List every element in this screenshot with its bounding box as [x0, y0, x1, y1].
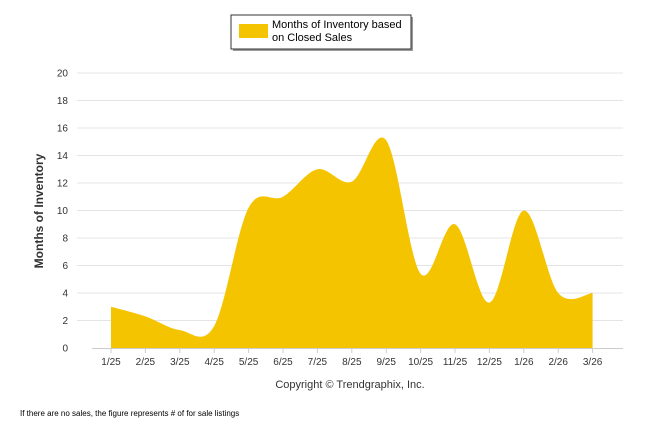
x-tick-label-4-25: 4/25 [204, 357, 224, 368]
y-tick-label-18: 18 [57, 96, 69, 107]
copyright-text: Copyright © Trendgraphix, Inc. [275, 379, 424, 391]
y-tick-label-6: 6 [62, 261, 68, 272]
x-tick-label-3-25: 3/25 [170, 357, 190, 368]
x-tick-label-1-26: 1/26 [514, 357, 534, 368]
legend: Months of Inventory based on Closed Sale… [230, 14, 413, 51]
x-tick-label-10-25: 10/25 [408, 357, 433, 368]
legend-text-line2: on Closed Sales [272, 32, 353, 44]
x-tick-label-3-26: 3/26 [583, 357, 603, 368]
x-tick-label-5-25: 5/25 [239, 357, 259, 368]
plot-area [111, 137, 593, 348]
y-tick-label-8: 8 [62, 234, 68, 245]
y-tick-label-16: 16 [57, 124, 69, 135]
x-tick-label-6-25: 6/25 [273, 357, 293, 368]
x-tick-label-2-25: 2/25 [136, 357, 156, 368]
x-tick-label-9-25: 9/25 [376, 357, 396, 368]
legend-text-line1: Months of Inventory based [272, 19, 402, 31]
x-tick-label-12-25: 12/25 [477, 357, 502, 368]
area-series [111, 137, 593, 348]
x-tick-label-1-25: 1/25 [101, 357, 121, 368]
legend-swatch [239, 24, 268, 38]
axes: 0 2 4 6 8 10 12 14 16 18 20 1/25 2/25 3/25 4/25 5/25 6/2… [57, 69, 623, 368]
footnote: If there are no sales, the figure repres… [20, 409, 240, 418]
x-tick-label-8-25: 8/25 [342, 357, 362, 368]
y-tick-label-20: 20 [57, 69, 69, 80]
x-tick-label-7-25: 7/25 [308, 357, 328, 368]
y-tick-label-14: 14 [57, 151, 69, 162]
y-tick-label-2: 2 [62, 316, 68, 327]
y-tick-label-4: 4 [62, 289, 68, 300]
y-tick-label-0: 0 [62, 344, 68, 355]
y-axis-label: Months of Inventory [32, 153, 46, 268]
y-tick-label-12: 12 [57, 179, 69, 190]
x-tick-label-2-26: 2/26 [548, 357, 568, 368]
x-tick-label-11-25: 11/25 [443, 357, 468, 368]
y-tick-label-10: 10 [57, 206, 69, 217]
